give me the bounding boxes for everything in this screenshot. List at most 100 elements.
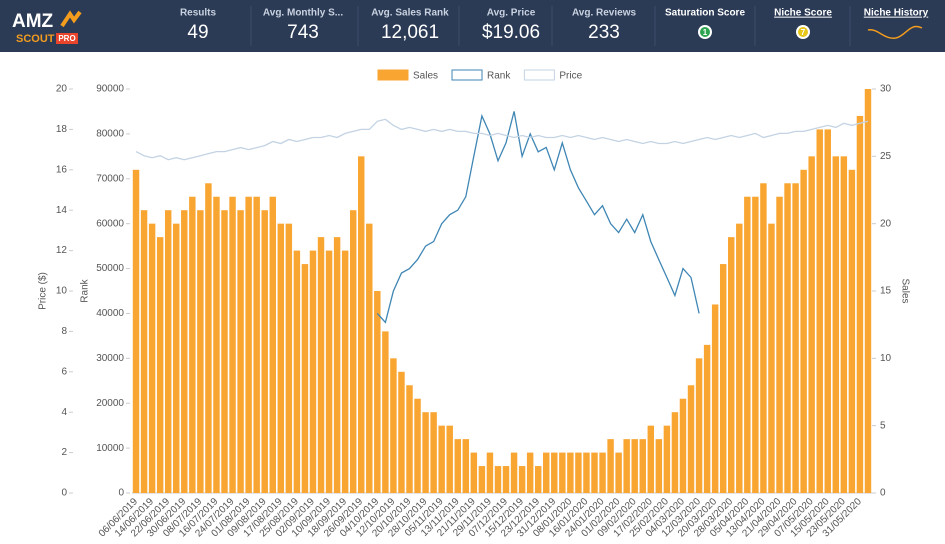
niche-score-label[interactable]: Niche Score [774, 8, 832, 19]
y-tick-label: 60000 [96, 218, 124, 229]
axis-title: Sales [899, 278, 910, 303]
bar [840, 156, 848, 494]
bar [406, 385, 413, 493]
bar [502, 466, 510, 493]
bar [567, 452, 574, 493]
bar [623, 439, 630, 493]
bar [309, 250, 317, 493]
stat-value: 743 [287, 22, 319, 43]
bar [422, 412, 429, 493]
bar [695, 358, 703, 493]
bar [285, 223, 293, 493]
stat-label: Avg. Monthly S... [263, 8, 343, 19]
saturation-label: Saturation Score [665, 8, 745, 19]
bar [438, 425, 445, 493]
bar [293, 250, 301, 493]
bar [679, 398, 687, 493]
bar [181, 210, 188, 493]
bar [583, 452, 590, 493]
bar [430, 412, 437, 493]
y-tick-label: 6 [61, 366, 67, 377]
bar [543, 452, 550, 493]
y-tick-label: 0 [118, 488, 124, 499]
bar [317, 237, 325, 493]
logo-brand: AMZ [12, 11, 54, 32]
y-tick-label: 0 [61, 488, 67, 499]
bar [599, 452, 606, 493]
logo-arrow [60, 10, 82, 28]
bar [189, 196, 196, 493]
bar [824, 129, 831, 493]
y-tick-label: 30000 [96, 353, 124, 364]
bar [454, 439, 461, 493]
bar [470, 452, 478, 493]
bar [325, 250, 333, 493]
bar [414, 398, 421, 493]
bar [462, 439, 470, 493]
legend-label: Price [559, 71, 582, 82]
bar [800, 169, 807, 494]
logo-sub: SCOUT [16, 33, 55, 45]
y-tick-label: 10 [880, 353, 892, 364]
bar [864, 89, 872, 493]
bar [374, 291, 381, 493]
stat-value: 12,061 [381, 22, 439, 43]
bar [518, 466, 526, 493]
bar [671, 412, 679, 493]
logo-badge [56, 33, 78, 44]
legend-swatch [523, 69, 555, 81]
bar [333, 237, 341, 493]
bar [551, 452, 558, 493]
stat-label: Avg. Price [487, 8, 536, 19]
niche-score-value: 7 [801, 28, 806, 37]
y-tick-label: 5 [880, 420, 886, 431]
y-tick-label: 80000 [96, 129, 124, 140]
bar [816, 129, 823, 493]
bar [575, 452, 582, 493]
stat-value: 49 [187, 22, 208, 43]
y-tick-label: 50000 [96, 263, 124, 274]
bar [808, 156, 815, 494]
axis-title: Price ($) [38, 272, 49, 310]
bar [140, 210, 148, 493]
bar [132, 169, 140, 494]
y-tick-label: 10 [56, 286, 68, 297]
bar [663, 425, 671, 493]
y-tick-label: 15 [880, 286, 892, 297]
header-bar [0, 0, 945, 52]
stat-value: $19.06 [482, 22, 540, 43]
bar [221, 210, 228, 493]
bar [856, 115, 864, 493]
y-tick-label: 25 [880, 151, 892, 162]
y-tick-label: 2 [61, 447, 67, 458]
bar [703, 344, 711, 493]
bar [687, 385, 695, 493]
y-tick-label: 18 [56, 124, 68, 135]
bar [655, 439, 663, 493]
line [376, 111, 700, 324]
bar [744, 196, 751, 493]
bar [398, 371, 405, 493]
bar [792, 183, 799, 493]
axis-title: Rank [80, 278, 91, 302]
bar [559, 452, 566, 493]
bar [776, 196, 783, 493]
stat-label: Avg. Sales Rank [371, 8, 449, 19]
bar [486, 452, 494, 493]
bar [494, 466, 502, 493]
y-tick-label: 20000 [96, 398, 124, 409]
bar [534, 466, 542, 493]
bar [728, 237, 735, 493]
y-tick-label: 40000 [96, 308, 124, 319]
bar [245, 196, 252, 493]
niche-history-label[interactable]: Niche History [864, 8, 929, 19]
bar [269, 196, 276, 493]
bar [752, 196, 759, 493]
bar [164, 210, 172, 493]
stat-label: Avg. Reviews [572, 8, 637, 19]
bar [382, 331, 389, 493]
niche-sparkline[interactable] [867, 25, 923, 39]
bar [366, 223, 373, 493]
